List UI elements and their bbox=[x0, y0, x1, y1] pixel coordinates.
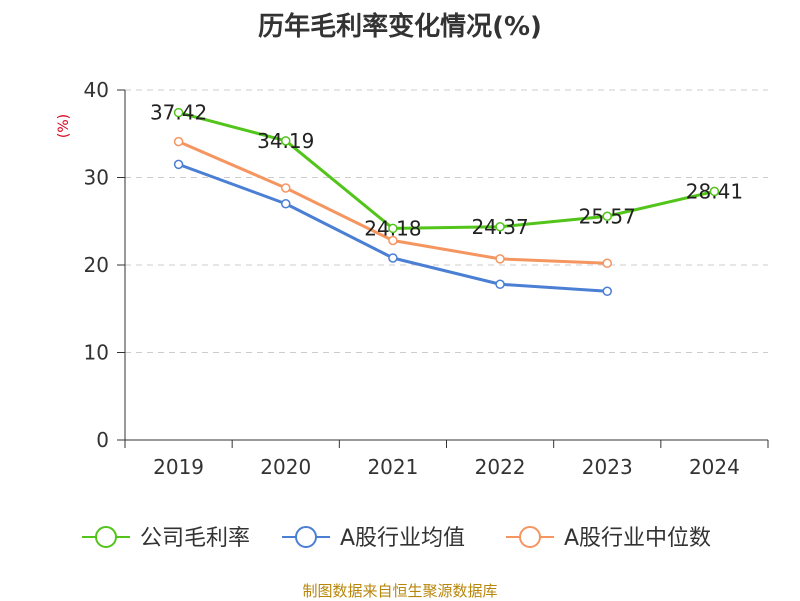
y-axis-label: (%) bbox=[56, 114, 72, 138]
data-point bbox=[281, 183, 291, 193]
y-tick-label: 10 bbox=[84, 341, 109, 365]
x-tick-label: 2024 bbox=[689, 455, 740, 479]
data-label: 24.37 bbox=[471, 215, 528, 239]
data-point bbox=[602, 211, 612, 222]
y-tick-label: 20 bbox=[84, 253, 109, 277]
data-label: 24.18 bbox=[364, 216, 421, 240]
series-group: 37.42 34.19 24.18 24.37 25.57 28.41 bbox=[150, 101, 743, 296]
x-tick-label: 2019 bbox=[153, 455, 204, 479]
data-point bbox=[173, 136, 184, 147]
y-tick-label: 30 bbox=[84, 166, 109, 190]
data-point bbox=[495, 222, 505, 232]
series-line bbox=[178, 111, 715, 230]
data-point bbox=[173, 159, 184, 170]
data-point bbox=[281, 136, 291, 146]
legend-label: 公司毛利率 bbox=[140, 526, 250, 551]
grid-lines bbox=[125, 89, 768, 353]
data-label: 28.41 bbox=[686, 179, 743, 203]
legend-item-2[interactable]: A股行业中位数 bbox=[506, 526, 711, 551]
data-point bbox=[281, 199, 291, 209]
data-point bbox=[602, 286, 612, 296]
legend-marker bbox=[295, 526, 317, 548]
data-point bbox=[388, 235, 398, 246]
axes: 0 10 20 30 40 2019 2020 2021 2022 2023 2024 bbox=[84, 78, 769, 479]
data-point bbox=[388, 253, 398, 263]
data-point bbox=[495, 279, 505, 289]
series-2 bbox=[173, 136, 612, 268]
chart-title: 历年毛利率变化情况(%) bbox=[258, 12, 542, 42]
data-point bbox=[495, 254, 505, 264]
series-1 bbox=[173, 159, 612, 296]
legend[interactable]: 公司毛利率 A股行业均值 A股行业中位数 bbox=[82, 526, 711, 551]
y-tick-label: 0 bbox=[96, 428, 109, 452]
data-point bbox=[709, 186, 720, 197]
series-0: 37.42 34.19 24.18 24.37 25.57 28.41 bbox=[150, 101, 743, 241]
legend-label: A股行业中位数 bbox=[564, 526, 711, 551]
legend-item-1[interactable]: A股行业均值 bbox=[282, 526, 465, 551]
legend-label: A股行业均值 bbox=[340, 526, 465, 551]
data-point bbox=[602, 258, 612, 268]
x-tick-label: 2022 bbox=[475, 455, 526, 479]
x-tick-label: 2021 bbox=[367, 455, 418, 479]
x-tick-label: 2020 bbox=[260, 455, 311, 479]
legend-item-0[interactable]: 公司毛利率 bbox=[82, 526, 250, 551]
legend-marker bbox=[519, 526, 541, 548]
x-tick-label: 2023 bbox=[582, 455, 633, 479]
data-point bbox=[388, 223, 398, 234]
data-source-note: 制图数据来自恒生聚源数据库 bbox=[302, 582, 498, 600]
data-label: 37.42 bbox=[150, 101, 207, 125]
data-label: 34.19 bbox=[257, 129, 314, 153]
y-tick-label: 40 bbox=[84, 78, 109, 102]
data-point bbox=[173, 107, 184, 118]
legend-marker bbox=[95, 526, 117, 548]
data-label: 25.57 bbox=[579, 204, 636, 228]
